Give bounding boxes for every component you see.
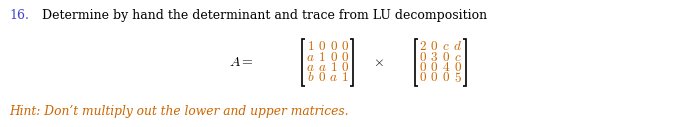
- Text: $5$: $5$: [454, 71, 461, 85]
- Text: $0$: $0$: [330, 51, 337, 64]
- Text: $0$: $0$: [419, 71, 427, 84]
- Text: $0$: $0$: [341, 40, 349, 53]
- Text: $0$: $0$: [454, 61, 461, 74]
- Text: $a$: $a$: [329, 71, 338, 84]
- Text: Hint: Don’t multiply out the lower and upper matrices.: Hint: Don’t multiply out the lower and u…: [9, 105, 349, 118]
- Text: $0$: $0$: [442, 51, 450, 64]
- Text: $a$: $a$: [306, 51, 314, 64]
- Text: $a$: $a$: [306, 61, 314, 74]
- Text: $1$: $1$: [342, 71, 349, 84]
- Text: $0$: $0$: [318, 71, 326, 84]
- Text: $0$: $0$: [430, 61, 438, 74]
- Text: $0$: $0$: [442, 71, 450, 84]
- Text: $A=$: $A=$: [230, 55, 254, 69]
- Text: $0$: $0$: [341, 61, 349, 74]
- Text: $0$: $0$: [419, 51, 427, 64]
- Text: $0$: $0$: [341, 51, 349, 64]
- Text: $c$: $c$: [454, 51, 461, 64]
- Text: $1$: $1$: [307, 40, 314, 53]
- Text: $a$: $a$: [318, 61, 326, 74]
- Text: $c$: $c$: [442, 40, 450, 53]
- Text: $1$: $1$: [330, 61, 337, 74]
- Text: Determine by hand the determinant and trace from LU decomposition: Determine by hand the determinant and tr…: [34, 9, 486, 22]
- Text: $3$: $3$: [430, 51, 438, 64]
- Text: $0$: $0$: [318, 40, 326, 53]
- Text: $2$: $2$: [419, 40, 426, 53]
- Text: $\times$: $\times$: [372, 55, 384, 69]
- Text: 16.: 16.: [9, 9, 29, 22]
- Text: $b$: $b$: [307, 71, 314, 84]
- Text: $d$: $d$: [453, 40, 462, 53]
- Text: $0$: $0$: [419, 61, 427, 74]
- Text: $1$: $1$: [318, 51, 326, 64]
- Text: $0$: $0$: [330, 40, 337, 53]
- Text: $4$: $4$: [442, 61, 450, 74]
- Text: $0$: $0$: [430, 40, 438, 53]
- Text: $0$: $0$: [430, 71, 438, 84]
